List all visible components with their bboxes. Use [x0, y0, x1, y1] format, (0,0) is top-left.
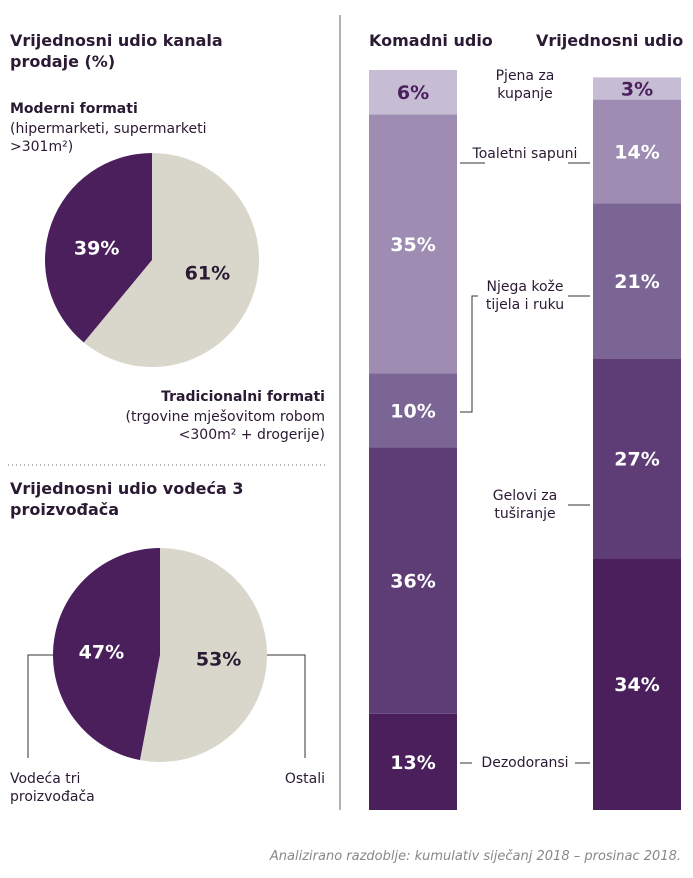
connectors	[460, 162, 590, 764]
legend-label: Vodeća tri proizvođača	[10, 771, 95, 805]
legend-label: Njega kože tijela i ruku	[485, 279, 565, 313]
value-label: 47%	[79, 641, 124, 663]
value-label: 13%	[390, 752, 435, 774]
value-label: 14%	[614, 141, 659, 163]
bar-segment	[369, 447, 457, 714]
value-label: 27%	[614, 449, 659, 471]
bar-segment	[593, 203, 681, 359]
connector	[253, 654, 306, 758]
value-label: 39%	[74, 237, 119, 259]
legend-label: Dezodoransi	[481, 755, 569, 771]
value-label: 53%	[196, 649, 241, 671]
value-label: 21%	[614, 271, 659, 293]
pie-slice	[83, 153, 260, 368]
chart-title: Vrijednosni udio kanala prodaje (%)	[10, 31, 223, 71]
value-label: 36%	[390, 571, 435, 593]
legend-label: Pjena za kupanje	[495, 68, 555, 102]
column-header: Vrijednosni udio	[536, 31, 684, 50]
bar-segment	[593, 358, 681, 559]
pie-slice	[139, 548, 268, 762]
bar-segment	[369, 70, 457, 115]
bar-segment	[369, 713, 457, 810]
value-label: 61%	[185, 263, 230, 285]
pie-slice	[45, 153, 152, 343]
value-label: 35%	[390, 234, 435, 256]
value-label: 6%	[397, 82, 429, 104]
column-header: Komadni udio	[369, 31, 493, 50]
value-label: 10%	[390, 400, 435, 422]
chart-title: Vrijednosni udio vodeća 3 proizvođača	[10, 479, 244, 519]
bar-segment	[593, 99, 681, 204]
legend-label: Ostali	[284, 771, 325, 787]
bar-segment	[593, 77, 681, 100]
legend-detail: (trgovine mješovitom robom <300m² + drog…	[125, 409, 325, 443]
bar-segment	[369, 114, 457, 374]
value-label: 34%	[614, 674, 659, 696]
footnote: Analizirano razdoblje: kumulativ siječan…	[269, 849, 681, 864]
value-label: 3%	[621, 79, 653, 101]
pie-slice	[53, 548, 160, 761]
legend-label: Toaletni sapuni	[472, 146, 578, 162]
bar-segment	[369, 373, 457, 448]
bar-segment	[593, 558, 681, 810]
legend-label: Gelovi za tuširanje	[492, 488, 558, 522]
legend-label: Tradicionalni formati	[161, 389, 325, 405]
legend-detail: (hipermarketi, supermarketi >301m²)	[10, 121, 207, 155]
legend-label: Moderni formati	[10, 101, 138, 117]
